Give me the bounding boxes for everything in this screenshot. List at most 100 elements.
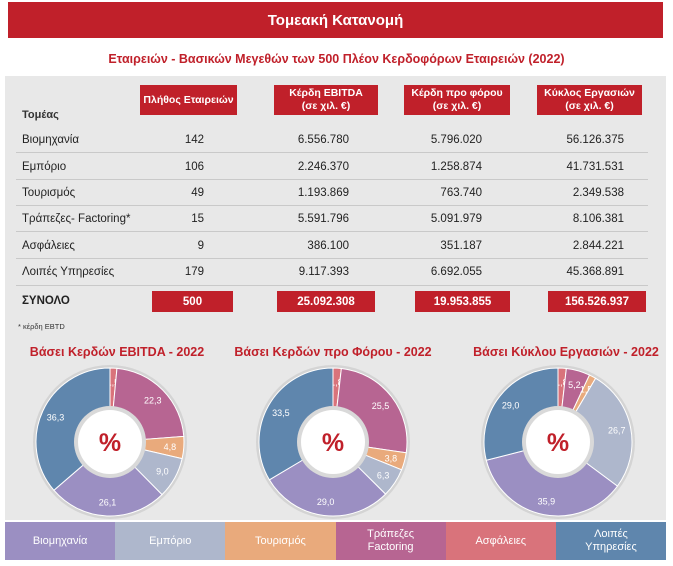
slice-value-label: 25,5 [372,401,390,411]
legend-label: Λοιπές [594,528,628,541]
row-turnover: 8.106.381 [572,213,624,225]
legend-item-banks-factoring: Τράπεζες Factoring [335,522,446,560]
chart-title-turnover: Βάσει Κύκλου Εργασιών - 2022 [473,345,659,359]
slice-value-label: 3,8 [385,453,398,463]
donut-hole [301,410,365,474]
total-ebitda: 25.092.308 [277,291,375,312]
row-pretax: 5.796.020 [430,134,482,146]
percent-center-label: % [99,429,121,457]
banner-title: Τομεακή Κατανομή [267,11,404,29]
percent-center-label: % [322,429,344,457]
row-divider [16,205,648,206]
row-ebitda: 9.117.393 [298,266,349,278]
row-turnover: 2.349.538 [572,187,624,199]
row-sector: Τράπεζες- Factoring* [22,213,131,225]
row-sector: Βιομηχανία [22,134,79,146]
col-header-pretax-unit: (σε χιλ. €) [432,100,482,112]
section-banner: Τομεακή Κατανομή [8,2,663,38]
legend-label: Εμπόριο [149,534,192,547]
row-count: 15 [191,213,204,225]
chart-title-ebitda: Βάσει Κερδών EBITDA - 2022 [29,345,205,359]
total-turnover: 156.526.937 [548,291,646,312]
row-turnover: 2.844.221 [572,240,624,252]
slice-value-label: 22,3 [144,395,162,405]
slice-value-label: 33,5 [272,408,290,418]
row-sector: Ασφάλειες [22,240,75,252]
row-ebitda: 5.591.796 [297,213,349,225]
col-header-pretax: Κέρδη προ φόρου (σε χιλ. €) [404,85,510,115]
legend-label: Ασφάλειες [475,534,527,547]
row-ebitda: 386.100 [307,240,349,252]
total-pretax: 19.953.855 [415,291,510,312]
legend-item-industry: Βιομηχανία [5,522,116,560]
legend-item-other-services: Λοιπές Υπηρεσίες [555,522,667,560]
row-ebitda: 6.556.780 [297,134,349,146]
col-header-count: Πλήθος Εταιρειών [140,85,237,115]
legend-label: Τράπεζες [367,528,415,541]
row-pretax: 1.258.874 [430,161,482,173]
legend-item-tourism: Τουρισμός [225,522,336,560]
slice-value-label: 1,5 [580,384,593,394]
slice-value-label: 6,3 [377,471,390,481]
row-divider [16,152,648,153]
col-header-turnover-unit: (σε χιλ. €) [565,100,614,112]
col-header-turnover-label: Κύκλος Εργασιών [544,87,635,100]
slice-value-label: 5,2 [568,380,581,390]
slice-value-label: 35,9 [538,496,556,506]
sector-column-header: Τομέας [22,109,59,121]
row-sector: Λοιπές Υπηρεσίες [22,266,115,278]
col-header-count-label: Πλήθος Εταιρειών [143,93,234,106]
col-header-pretax-label: Κέρδη προ φόρου [411,87,503,100]
donut-hole [526,410,590,474]
slice-value-label: 1,8 [555,378,568,388]
slice-value-label: 1,5 [107,378,120,388]
row-sector: Εμπόριο [22,161,67,173]
row-divider [16,179,648,180]
row-turnover: 41.731.531 [566,161,624,173]
slice-value-label: 1,8 [330,378,343,388]
row-turnover: 56.126.375 [566,134,624,146]
row-divider [16,258,648,259]
slice-value-label: 9,0 [156,467,169,477]
slice-value-label: 4,8 [164,442,177,452]
legend-label: Τουρισμός [254,534,306,547]
legend-label-line2: Υπηρεσίες [585,541,637,553]
row-count: 106 [184,161,204,173]
col-header-ebitda-unit: (σε χιλ. €) [301,100,351,112]
slice-value-label: 26,7 [608,426,626,436]
row-divider [16,231,648,232]
total-count: 500 [152,291,233,312]
legend-label: Βιομηχανία [32,534,88,547]
donut-chart-ebitda: 1,5 22,3 4,8 9,0 26,1 36,3% [33,365,187,519]
row-turnover: 45.368.891 [566,266,624,278]
row-pretax: 763.740 [440,187,482,199]
row-count: 179 [184,266,204,278]
donut-chart-pretax: 1,8 25,5 3,8 6,3 29,0 33,5% [256,365,410,519]
legend-item-insurance: Ασφάλειες [445,522,556,560]
legend: Βιομηχανία Εμπόριο Τουρισμός Τράπεζες Fac… [5,522,667,560]
row-sector: Τουρισμός [22,187,76,199]
slice-value-label: 36,3 [47,412,65,422]
slice-value-label: 29,0 [317,497,335,507]
percent-center-label: % [547,429,569,457]
row-count: 49 [191,187,204,199]
legend-label-line2: Factoring [367,541,414,553]
row-count: 9 [197,240,204,252]
slice-value-label: 26,1 [99,497,117,507]
row-count: 142 [184,134,204,146]
row-pretax: 6.692.055 [430,266,482,278]
row-ebitda: 1.193.869 [297,187,349,199]
row-pretax: 351.187 [440,240,482,252]
col-header-ebitda-label: Κέρδη EBITDA [289,87,363,100]
donut-chart-turnover: 1,8 5,2 1,5 26,7 35,9 29,0% [481,365,635,519]
col-header-turnover: Κύκλος Εργασιών (σε χιλ. €) [537,85,642,115]
footnote: * κέρδη EBTD [18,322,65,331]
col-header-ebitda: Κέρδη EBITDA (σε χιλ. €) [274,85,378,115]
chart-title-pretax: Βάσει Κερδών προ Φόρου - 2022 [234,345,432,359]
slice-value-label: 29,0 [502,401,520,411]
total-label: ΣΥΝΟΛΟ [22,295,70,307]
row-divider [16,285,648,286]
donut-hole [78,410,142,474]
legend-item-commerce: Εμπόριο [115,522,226,560]
table-subtitle: Εταιρειών - Βασικών Μεγεθών των 500 Πλέο… [108,52,565,66]
